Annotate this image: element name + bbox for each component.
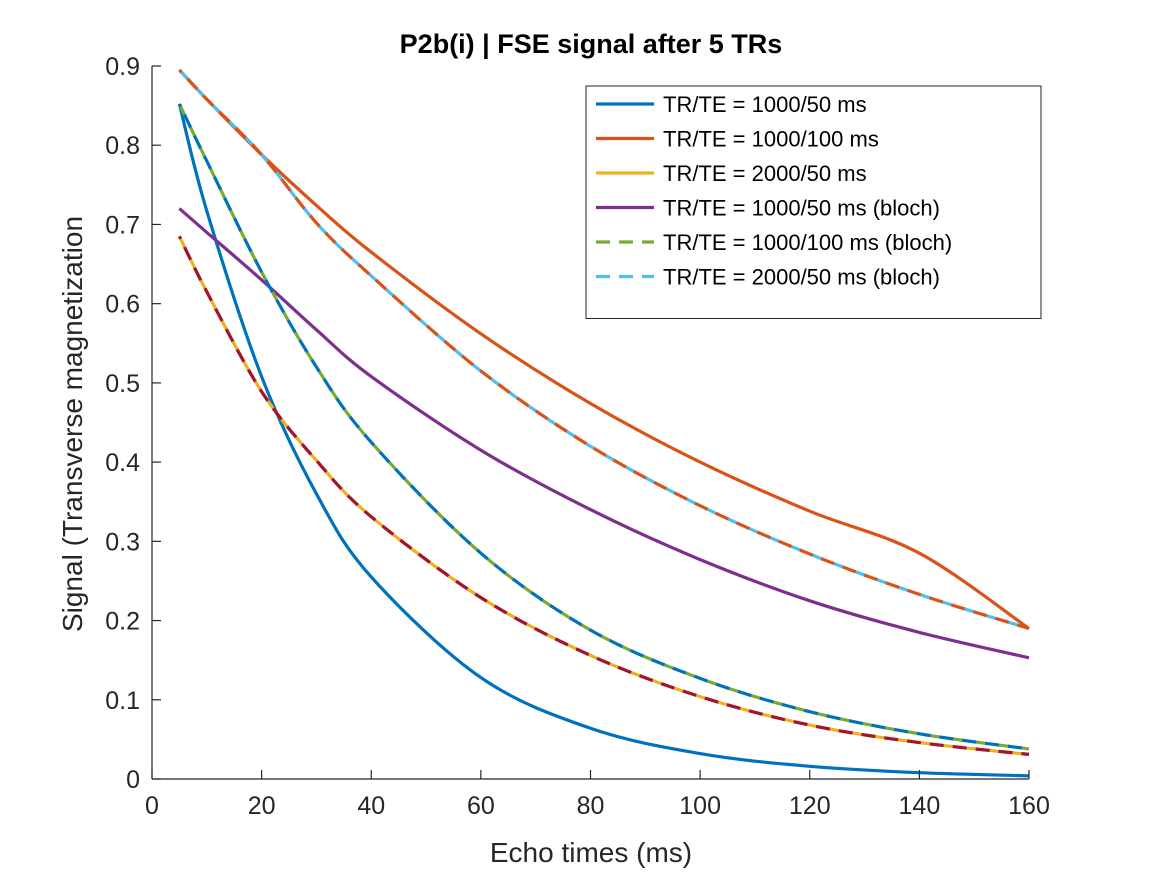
- legend-entry-label: TR/TE = 1000/50 ms: [663, 92, 867, 117]
- series-line-4: [178, 207, 1030, 660]
- y-tick-label: 0.6: [105, 291, 140, 319]
- series-line-1: [177, 103, 1030, 778]
- legend-entry-label: TR/TE = 1000/50 ms (bloch): [663, 196, 940, 221]
- overlay-line-1: [177, 235, 1030, 756]
- x-tick-label: 40: [357, 792, 385, 820]
- legend-entry-label: TR/TE = 2000/50 ms: [663, 161, 867, 186]
- x-axis-label: Echo times (ms): [490, 837, 692, 868]
- x-tick-label: 100: [679, 792, 721, 820]
- x-tick-label: 140: [899, 792, 941, 820]
- x-tick-label: 120: [789, 792, 831, 820]
- legend-box: [585, 85, 1042, 319]
- y-tick-label: 0.9: [105, 53, 140, 81]
- overlay-line-3: [178, 68, 1030, 631]
- y-tick-label: 0.5: [105, 370, 140, 398]
- y-axis-label: Signal (Transverse magnetization: [57, 216, 88, 632]
- y-tick-label: 0.1: [105, 687, 140, 715]
- axes: 0 20 40 60 80 100 120 140 160 0 0.1 0.2 0.3 0.4 0.5 0.6…: [105, 53, 1050, 820]
- legend-entry-label: TR/TE = 1000/100 ms (bloch): [663, 230, 952, 255]
- legend-entry-label: TR/TE = 2000/50 ms (bloch): [663, 265, 940, 290]
- x-tick-label: 0: [145, 792, 159, 820]
- chart-title: P2b(i) | FSE signal after 5 TRs: [400, 29, 783, 59]
- x-tick-label: 60: [467, 792, 495, 820]
- x-tick-label: 80: [577, 792, 605, 820]
- legend: TR/TE = 1000/50 ms TR/TE = 1000/100 ms TR/…: [585, 85, 1042, 319]
- y-tick-label: 0.3: [105, 528, 140, 556]
- plot-lines: [177, 68, 1030, 778]
- y-tick-label: 0.2: [105, 608, 140, 636]
- y-tick-label: 0.8: [105, 132, 140, 160]
- x-tick-label: 20: [248, 792, 276, 820]
- overlay-line-2: [177, 103, 1030, 751]
- y-tick-label: 0.4: [105, 449, 140, 477]
- legend-entry-label: TR/TE = 1000/100 ms: [663, 127, 879, 152]
- y-tick-label: 0.7: [105, 211, 140, 239]
- y-tick-label: 0: [126, 766, 140, 794]
- x-tick-label: 160: [1008, 792, 1050, 820]
